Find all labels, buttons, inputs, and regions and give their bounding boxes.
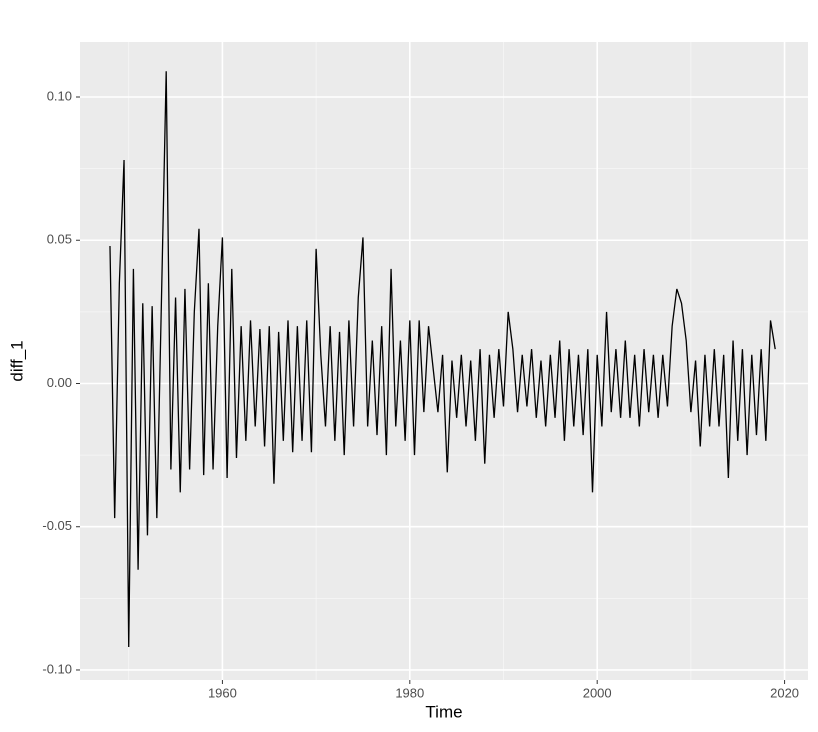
x-axis-title: Time <box>425 702 462 721</box>
x-tick-label: 2000 <box>583 685 612 700</box>
y-tick-label: 0.10 <box>47 88 72 103</box>
x-tick-label: 2020 <box>770 685 799 700</box>
x-tick-label: 1960 <box>208 685 237 700</box>
panel <box>80 42 808 680</box>
y-axis-title: diff_1 <box>7 340 26 381</box>
y-tick-label: -0.10 <box>42 661 72 676</box>
x-tick-label: 1980 <box>395 685 424 700</box>
y-tick-label: -0.05 <box>42 518 72 533</box>
y-tick-label: 0.00 <box>47 375 72 390</box>
y-tick-label: 0.05 <box>47 232 72 247</box>
data-line <box>109 71 776 648</box>
